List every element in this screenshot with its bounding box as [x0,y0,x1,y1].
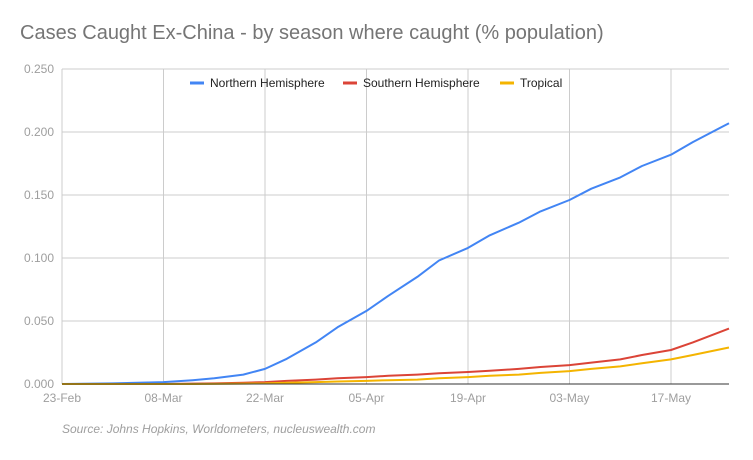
y-tick-label: 0.100 [24,251,54,265]
x-tick-label: 03-May [549,391,589,405]
x-tick-label: 17-May [651,391,691,405]
gridlines [61,68,729,385]
axes: 0.000 0.050 0.100 0.150 0.200 0.250 23-Feb 08-M… [24,62,729,405]
x-tick-label: 08-Mar [144,391,182,405]
x-tick-label: 05-Apr [348,391,384,405]
legend-label: Northern Hemisphere [210,76,325,90]
source-note: Source: Johns Hopkins, Worldometers, nuc… [62,422,376,436]
y-tick-label: 0.200 [24,125,54,139]
y-tick-label: 0.250 [24,62,54,76]
y-tick-label: 0.150 [24,188,54,202]
y-tick-label: 0.050 [24,314,54,328]
legend: Northern Hemisphere Southern Hemisphere Tr… [190,76,562,90]
chart-title: Cases Caught Ex-China - by season where … [20,22,604,44]
series-line-northern-hemisphere [61,122,730,385]
legend-label: Tropical [520,76,562,90]
y-tick-label: 0.000 [24,377,54,391]
series-lines [61,122,730,385]
legend-label: Southern Hemisphere [363,76,480,90]
x-tick-label: 19-Apr [450,391,486,405]
x-tick-label: 22-Mar [246,391,284,405]
series-line-tropical [62,346,730,385]
series-line-southern-hemisphere [62,327,730,385]
x-tick-label: 23-Feb [43,391,81,405]
